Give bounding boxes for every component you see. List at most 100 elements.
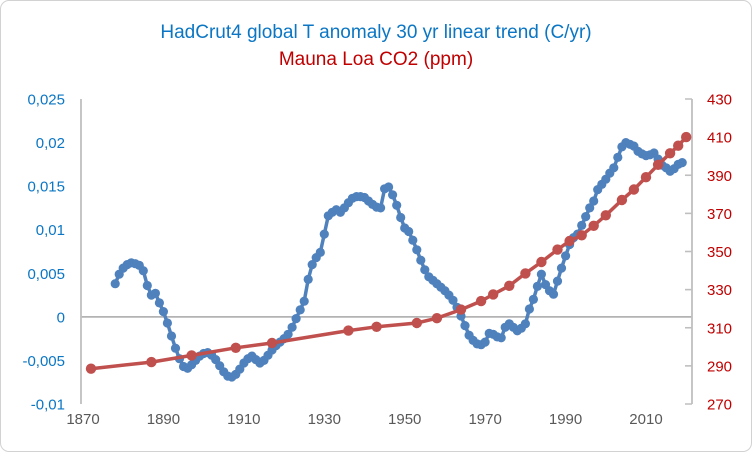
left-axis-tick-label: 0,025 (27, 92, 65, 109)
temperature-trend-series-marker (150, 288, 160, 298)
temperature-trend-series-marker (138, 266, 148, 276)
temperature-trend-series-marker (376, 203, 386, 213)
left-axis-tick-label: 0,005 (27, 266, 65, 283)
co2-series-marker (146, 356, 157, 368)
temperature-trend-series-marker (448, 295, 458, 305)
co2-series-marker (488, 289, 499, 300)
temperature-trend-series-marker (384, 182, 394, 192)
co2-series-marker (266, 337, 278, 349)
co2-series-marker (411, 317, 422, 329)
temperature-trend-series-marker (315, 247, 325, 257)
co2-series-marker (576, 230, 587, 241)
co2-series-marker (564, 235, 575, 247)
temperature-trend-series-marker (299, 296, 309, 306)
temperature-trend-series-marker (524, 304, 535, 314)
temperature-trend-series-marker (162, 318, 172, 328)
right-axis-tick-label: 430 (707, 92, 732, 109)
left-axis-tick-label: 0 (57, 309, 65, 326)
co2-series-marker (520, 268, 531, 279)
co2-series-marker (504, 280, 515, 291)
right-axis-tick-label: 290 (707, 358, 732, 375)
co2-series-marker (85, 363, 97, 374)
temperature-trend-series-marker (609, 163, 619, 173)
co2-series-marker (681, 131, 692, 143)
temperature-trend-series-marker (287, 322, 297, 332)
temperature-trend-series-marker (520, 319, 531, 329)
x-axis-tick-label: 1910 (227, 411, 260, 428)
temperature-trend-series-line (113, 140, 684, 379)
x-axis-tick-label: 1970 (468, 411, 501, 428)
x-axis-tick-label: 1950 (388, 411, 421, 428)
temperature-trend-series-marker (561, 251, 571, 261)
co2-series-marker (371, 321, 382, 332)
temperature-trend-series-marker (170, 343, 181, 353)
co2-series-marker (588, 220, 599, 231)
right-axis-tick-label: 350 (707, 244, 732, 261)
right-axis-tick-label: 390 (707, 168, 732, 185)
co2-series-marker (536, 256, 547, 268)
temperature-trend-series-marker (528, 294, 539, 304)
temperature-trend-series-marker (154, 298, 164, 308)
right-axis-tick-label: 410 (707, 130, 732, 147)
temperature-trend-series-marker (283, 329, 293, 339)
chart-title-block: HadCrut4 global T anomaly 30 yr linear t… (1, 19, 751, 73)
right-axis-tick-label: 370 (707, 206, 732, 223)
temperature-trend-series-marker (613, 152, 623, 162)
left-axis-tick-label: 0,015 (27, 179, 65, 196)
right-axis-tick-label: 270 (707, 397, 732, 414)
co2-series-marker (600, 210, 611, 221)
co2-series-marker (616, 194, 628, 206)
temperature-trend-series-marker (577, 220, 587, 230)
temperature-trend-series-marker (556, 263, 567, 273)
x-axis-tick-label: 1930 (308, 411, 341, 428)
co2-series-marker (640, 172, 652, 183)
temperature-trend-series-marker (392, 200, 402, 210)
x-axis-tick-label: 2010 (629, 411, 662, 428)
left-axis-tick-label: 0,01 (36, 222, 65, 239)
co2-series-marker (186, 350, 197, 361)
temperature-trend-series-marker (307, 260, 317, 270)
co2-series-marker (431, 313, 443, 324)
temperature-trend-series-marker (295, 305, 305, 315)
co2-series-marker (552, 244, 563, 255)
temperature-trend-series-marker (677, 158, 687, 168)
left-axis-tick-label: -0,005 (22, 353, 65, 370)
right-axis-tick-label: 330 (707, 282, 732, 299)
co2-series-line (89, 135, 688, 371)
co2-series-marker (475, 295, 487, 307)
co2-series-marker (673, 140, 684, 151)
temperature-trend-series-marker (548, 289, 559, 299)
co2-series-marker (628, 184, 640, 195)
left-axis-tick-label: -0,01 (31, 397, 65, 414)
co2-series-marker (230, 342, 241, 353)
x-axis-tick-label: 1990 (549, 411, 582, 428)
temperature-trend-series-marker (408, 235, 418, 245)
co2-series-marker (652, 159, 664, 170)
co2-series-marker (455, 304, 467, 315)
temperature-trend-series-marker (585, 203, 595, 213)
co2-series-marker (664, 148, 676, 159)
temperature-trend-series-marker (581, 212, 591, 222)
temperature-trend-series-marker (460, 321, 470, 331)
temperature-trend-series-marker (158, 307, 168, 317)
temperature-trend-series-marker (166, 331, 177, 341)
temperature-trend-series-marker (319, 229, 329, 239)
chart-title-temperature: HadCrut4 global T anomaly 30 yr linear t… (160, 22, 592, 43)
co2-series-marker (343, 325, 354, 336)
temperature-trend-series-marker (552, 276, 563, 286)
temperature-trend-series-marker (536, 269, 547, 279)
temperature-trend-series-marker (303, 274, 313, 284)
temperature-trend-series-marker (416, 255, 426, 265)
x-axis-tick-label: 1870 (66, 411, 99, 428)
chart-title-co2: Mauna Loa CO2 (ppm) (278, 49, 474, 70)
temperature-trend-series-marker (420, 265, 430, 275)
temperature-trend-series-marker (388, 190, 398, 200)
temperature-trend-series-marker (480, 337, 490, 347)
temperature-trend-series-marker (589, 196, 599, 206)
temperature-trend-series-marker (496, 333, 506, 343)
temperature-trend-series-marker (142, 280, 152, 291)
left-axis-tick-label: 0,02 (36, 135, 65, 152)
temperature-trend-series-marker (291, 314, 301, 324)
right-axis-tick-label: 310 (707, 320, 732, 337)
